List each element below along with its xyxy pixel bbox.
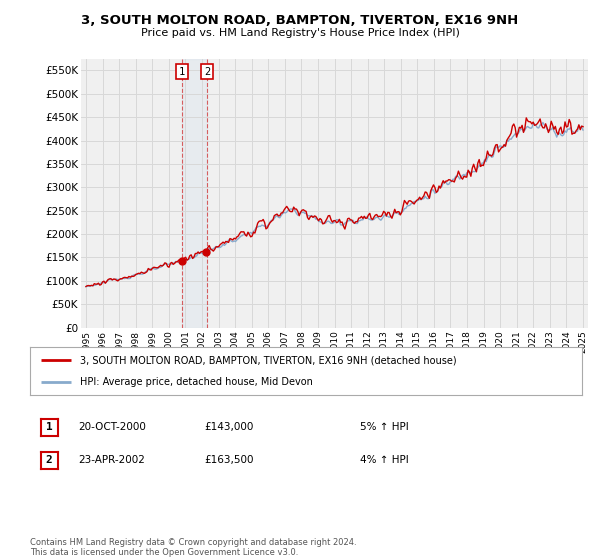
Text: 23-APR-2002: 23-APR-2002	[78, 455, 145, 465]
Text: 4% ↑ HPI: 4% ↑ HPI	[360, 455, 409, 465]
Text: 3, SOUTH MOLTON ROAD, BAMPTON, TIVERTON, EX16 9NH: 3, SOUTH MOLTON ROAD, BAMPTON, TIVERTON,…	[82, 14, 518, 27]
Text: Contains HM Land Registry data © Crown copyright and database right 2024.
This d: Contains HM Land Registry data © Crown c…	[30, 538, 356, 557]
Text: HPI: Average price, detached house, Mid Devon: HPI: Average price, detached house, Mid …	[80, 377, 313, 387]
Text: 5% ↑ HPI: 5% ↑ HPI	[360, 422, 409, 432]
Text: 2: 2	[204, 67, 210, 77]
Text: 1: 1	[46, 422, 53, 432]
Text: 1: 1	[179, 67, 185, 77]
Bar	[182, 59, 207, 328]
Text: 3, SOUTH MOLTON ROAD, BAMPTON, TIVERTON, EX16 9NH (detached house): 3, SOUTH MOLTON ROAD, BAMPTON, TIVERTON,…	[80, 355, 457, 365]
Text: 2: 2	[46, 455, 53, 465]
Text: £143,000: £143,000	[204, 422, 253, 432]
Text: £163,500: £163,500	[204, 455, 254, 465]
Text: Price paid vs. HM Land Registry's House Price Index (HPI): Price paid vs. HM Land Registry's House …	[140, 28, 460, 38]
Text: 20-OCT-2000: 20-OCT-2000	[78, 422, 146, 432]
